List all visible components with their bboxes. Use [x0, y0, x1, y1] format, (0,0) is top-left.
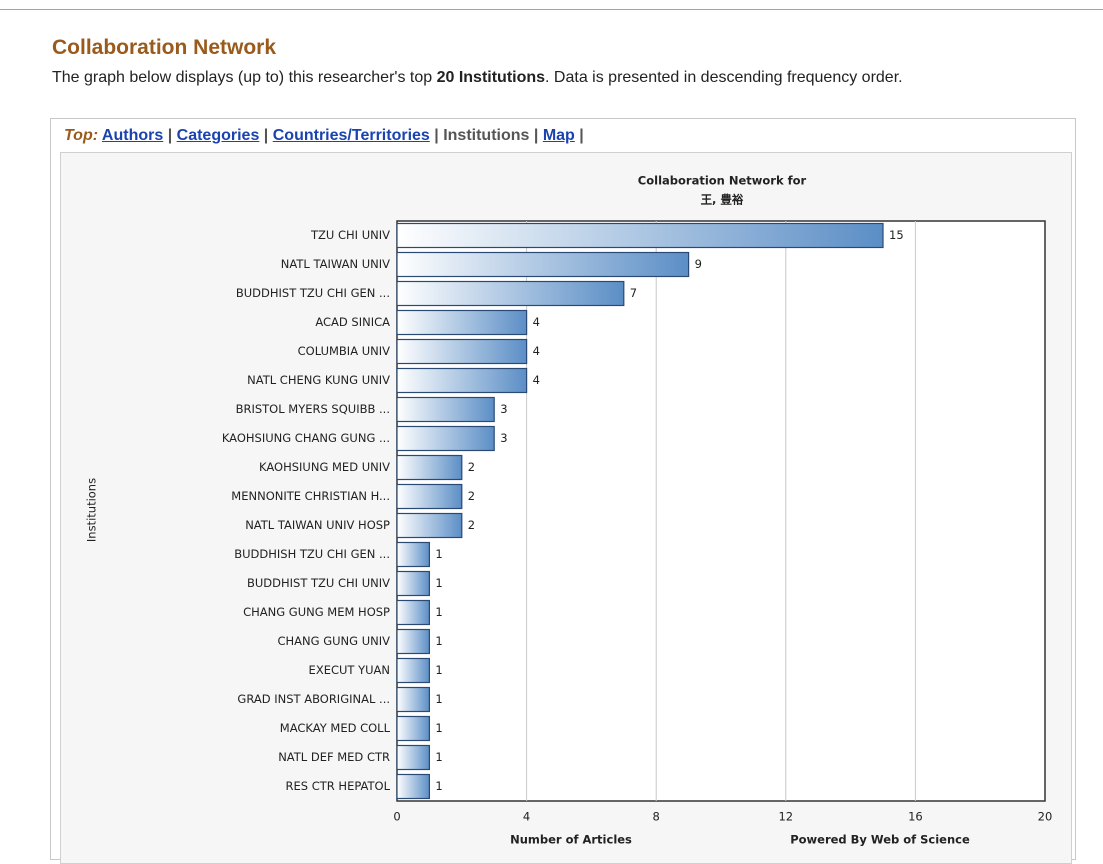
y-tick-label: CHANG GUNG MEM HOSP — [243, 605, 390, 619]
x-axis-label: Number of Articles — [510, 833, 632, 847]
bar — [396, 309, 528, 336]
bar — [396, 280, 625, 307]
value-label: 2 — [468, 518, 475, 532]
bar — [396, 599, 431, 626]
value-label: 7 — [630, 286, 637, 300]
description-text: . Data is presented in descending freque… — [545, 69, 903, 86]
tab-link[interactable]: Categories — [176, 127, 260, 144]
y-tick-label: CHANG GUNG UNIV — [278, 634, 391, 648]
bar — [396, 222, 884, 249]
bar — [396, 425, 495, 452]
section-title: Collaboration Network — [52, 36, 277, 59]
tab-separator: | — [263, 127, 269, 144]
x-tick-label: 0 — [393, 810, 400, 824]
bar — [396, 570, 431, 597]
bar — [396, 628, 431, 655]
value-label: 2 — [468, 489, 475, 503]
chart-title: Collaboration Network for — [638, 174, 807, 188]
value-label: 1 — [435, 692, 442, 706]
value-label: 15 — [889, 228, 904, 242]
value-label: 9 — [695, 257, 702, 271]
y-tick-label: KAOHSIUNG MED UNIV — [259, 460, 390, 474]
bar — [396, 715, 431, 742]
value-label: 1 — [435, 779, 442, 793]
y-tick-label: NATL TAIWAN UNIV HOSP — [245, 518, 390, 532]
value-label: 3 — [500, 402, 507, 416]
y-tick-label: BRISTOL MYERS SQUIBB ... — [236, 402, 390, 416]
value-label: 1 — [435, 576, 442, 590]
y-tick-label: MENNONITE CHRISTIAN H... — [231, 489, 390, 503]
y-tick-label: GRAD INST ABORIGINAL ... — [237, 692, 390, 706]
x-tick-label: 16 — [908, 810, 923, 824]
current-tab: Institutions — [443, 127, 530, 144]
y-tick-label: RES CTR HEPATOL — [286, 779, 391, 793]
value-label: 1 — [435, 721, 442, 735]
plot-area — [396, 220, 1046, 802]
value-label: 4 — [533, 344, 540, 358]
bar — [396, 396, 495, 423]
chart-title: 王, 豊裕 — [701, 193, 744, 207]
value-label: 4 — [533, 373, 540, 387]
tab-link[interactable]: Map — [542, 127, 575, 144]
description: The graph below displays (up to) this re… — [52, 69, 1072, 86]
y-tick-label: MACKAY MED COLL — [280, 721, 391, 735]
bar — [396, 773, 431, 800]
bar — [396, 541, 431, 568]
bar — [396, 512, 463, 539]
top-rule — [0, 9, 1103, 10]
tab-link[interactable]: Countries/Territories — [272, 127, 430, 144]
y-tick-label: COLUMBIA UNIV — [298, 344, 390, 358]
tab-link[interactable]: Authors — [101, 127, 164, 144]
y-axis-label: Institutions — [85, 478, 99, 542]
bar — [396, 338, 528, 365]
bar — [396, 483, 463, 510]
y-tick-label: EXECUT YUAN — [309, 663, 390, 677]
y-tick-label: TZU CHI UNIV — [310, 228, 390, 242]
description-bold: 20 Institutions — [436, 69, 546, 86]
x-tick-label: 12 — [778, 810, 793, 824]
value-label: 1 — [435, 634, 442, 648]
y-tick-label: NATL TAIWAN UNIV — [281, 257, 390, 271]
tab-separator: | — [533, 127, 539, 144]
value-label: 3 — [500, 431, 507, 445]
bar — [396, 744, 431, 771]
bar — [396, 454, 463, 481]
bar — [396, 251, 690, 278]
y-tick-label: BUDDHIST TZU CHI UNIV — [247, 576, 390, 590]
y-tick-label: KAOHSIUNG CHANG GUNG ... — [222, 431, 390, 445]
tab-separator: | — [579, 127, 584, 144]
y-tick-label: BUDDHISH TZU CHI GEN ... — [234, 547, 390, 561]
x-tick-label: 20 — [1038, 810, 1053, 824]
y-tick-label: NATL DEF MED CTR — [278, 750, 390, 764]
tab-label: Top: — [64, 127, 99, 144]
tab-bar: Top: Authors | Categories | Countries/Te… — [64, 127, 584, 145]
value-label: 1 — [435, 663, 442, 677]
value-label: 4 — [533, 315, 540, 329]
value-label: 1 — [435, 605, 442, 619]
footer: Powered By Web of Science — [790, 833, 970, 847]
description-text: The graph below displays (up to) this re… — [52, 69, 437, 86]
value-label: 1 — [435, 547, 442, 561]
tab-separator: | — [167, 127, 173, 144]
bar — [396, 367, 528, 394]
x-tick-label: 4 — [523, 810, 530, 824]
x-tick-label: 8 — [653, 810, 660, 824]
bar — [396, 686, 431, 713]
y-tick-label: ACAD SINICA — [315, 315, 390, 329]
tab-separator: | — [434, 127, 439, 144]
y-tick-label: BUDDHIST TZU CHI GEN ... — [236, 286, 390, 300]
bar — [396, 657, 431, 684]
value-label: 2 — [468, 460, 475, 474]
value-label: 1 — [435, 750, 442, 764]
y-tick-label: NATL CHENG KUNG UNIV — [247, 373, 390, 387]
